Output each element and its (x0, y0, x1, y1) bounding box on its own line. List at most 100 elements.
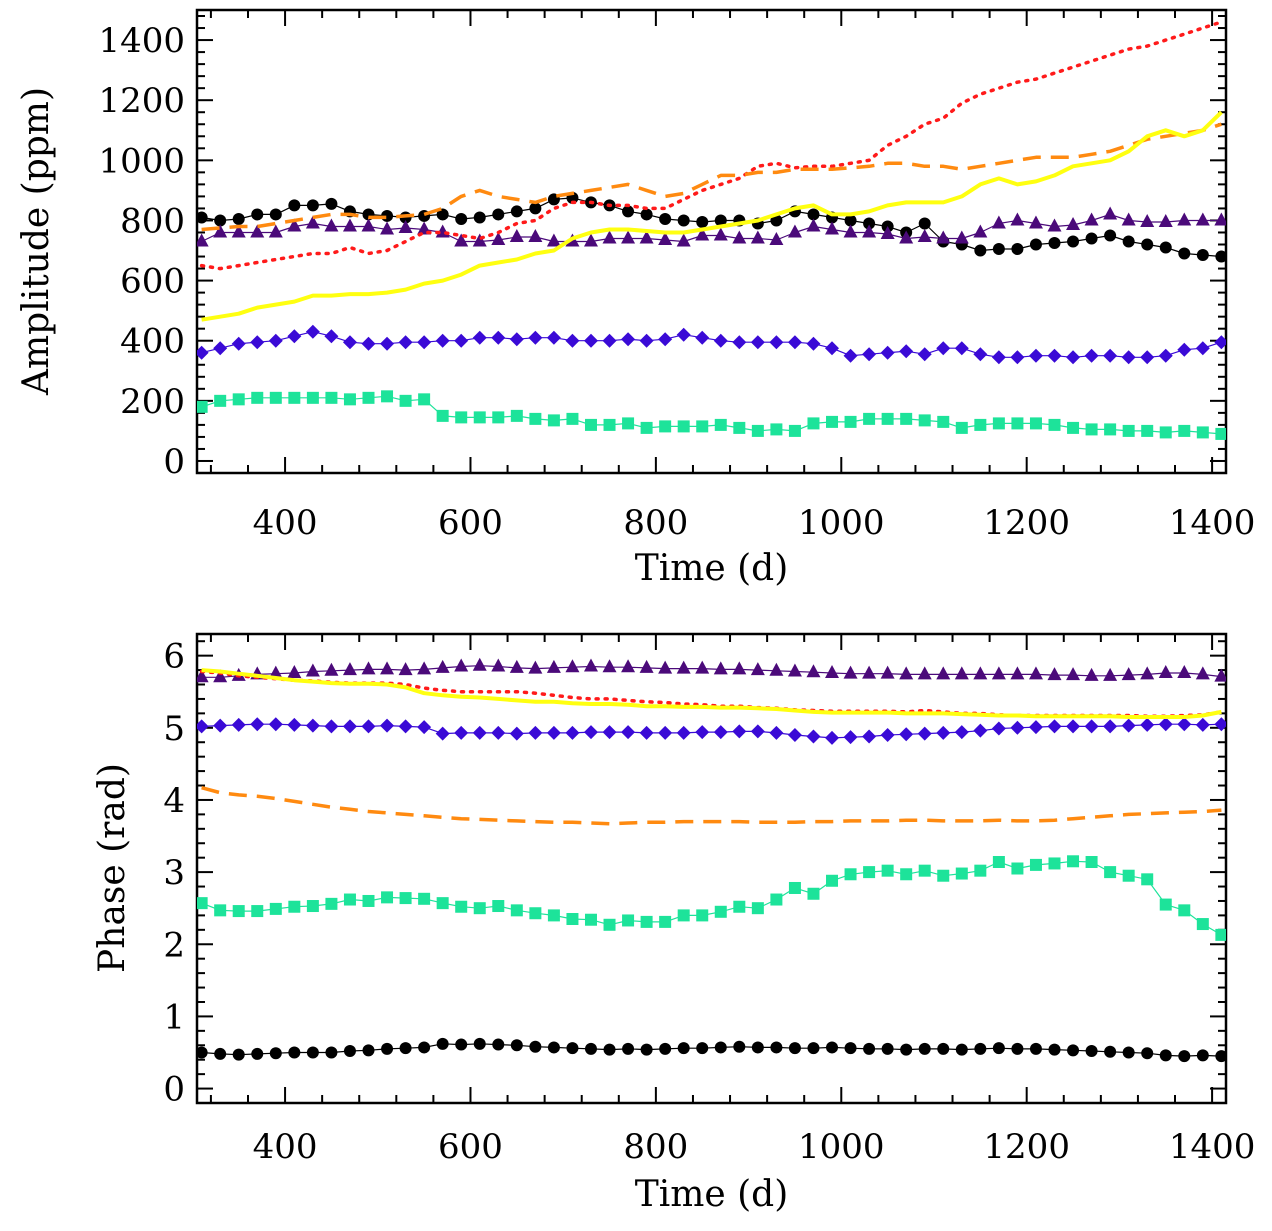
data-point (231, 224, 246, 238)
data-point (584, 418, 597, 431)
data-point (974, 864, 987, 877)
data-point (546, 233, 561, 247)
data-point (622, 914, 635, 927)
data-point (825, 221, 840, 235)
data-point (713, 661, 728, 675)
data-point (528, 228, 543, 242)
data-point (676, 660, 691, 674)
data-point (733, 421, 746, 434)
data-point (713, 227, 728, 241)
data-point (325, 1046, 338, 1059)
data-point (714, 214, 727, 227)
amplitude-panel: 400 600 800 1000 1200 1400 0 200 400 600 800 1000 12… (16, 8, 1255, 589)
data-point (1067, 1044, 1080, 1057)
data-point (361, 719, 376, 734)
data-point (306, 199, 319, 212)
data-point (492, 208, 505, 221)
data-point (269, 391, 282, 404)
data-point (992, 856, 1005, 869)
data-point (1104, 229, 1117, 242)
data-point (1177, 342, 1192, 357)
x-axis-title: Time (d) (635, 548, 789, 589)
x-tick-label: 1200 (983, 1127, 1070, 1167)
data-point (732, 230, 747, 244)
data-point (1214, 212, 1226, 226)
data-point (214, 394, 227, 407)
x-tick-label: 1000 (798, 503, 885, 543)
data-point (733, 1040, 746, 1053)
data-point (713, 333, 728, 348)
data-point (473, 902, 486, 915)
data-point (325, 197, 338, 210)
data-point (491, 330, 506, 345)
data-point (361, 661, 376, 675)
data-point (1048, 237, 1061, 250)
y-tick-label: 1 (163, 997, 185, 1037)
data-point (750, 230, 765, 244)
data-point (787, 224, 802, 238)
data-point (232, 1048, 245, 1061)
data-point (900, 868, 913, 881)
data-point (417, 720, 432, 735)
x-axis-title: Time (d) (635, 1174, 789, 1215)
data-point (269, 208, 282, 221)
data-point (639, 333, 654, 348)
data-point (324, 719, 339, 734)
data-point (380, 718, 395, 733)
data-point (825, 730, 840, 745)
data-point (844, 415, 857, 428)
series-black-circles (197, 1037, 1226, 1063)
data-point (213, 669, 228, 683)
data-point (583, 333, 598, 348)
red-dotted-line (199, 20, 1224, 271)
data-point (305, 663, 320, 677)
data-point (565, 659, 580, 673)
data-point (751, 1041, 764, 1054)
x-tick-label: 1200 (983, 503, 1070, 543)
data-point (324, 662, 339, 676)
series-black-circles (197, 191, 1226, 263)
data-point (973, 347, 988, 362)
data-point (529, 412, 542, 425)
data-point (1214, 717, 1226, 732)
data-point (640, 208, 653, 221)
data-point (417, 335, 432, 350)
data-point (826, 874, 839, 887)
data-point (1048, 418, 1061, 431)
data-point (1047, 218, 1062, 232)
data-point (602, 725, 617, 740)
data-point (492, 1038, 505, 1051)
data-point (973, 224, 988, 238)
data-point (621, 332, 636, 347)
data-point (751, 424, 764, 437)
data-point (918, 217, 931, 230)
data-point (806, 664, 821, 678)
data-point (251, 1047, 264, 1060)
data-point (695, 725, 710, 740)
data-point (863, 217, 876, 230)
data-point (306, 391, 319, 404)
data-point (1029, 417, 1042, 430)
data-point (251, 905, 264, 918)
data-point (1177, 717, 1192, 732)
data-point (454, 725, 469, 740)
data-point (1010, 720, 1025, 735)
data-point (1067, 855, 1080, 868)
x-tick-label: 400 (253, 1127, 318, 1167)
data-point (1121, 667, 1136, 681)
data-point (973, 666, 988, 680)
data-point (991, 350, 1006, 365)
yellow-solid-line (201, 110, 1223, 322)
data-point (1047, 667, 1062, 681)
data-point (1067, 235, 1080, 248)
data-point (473, 211, 486, 224)
data-point (436, 1037, 449, 1050)
data-point (844, 214, 857, 227)
data-point (232, 393, 245, 406)
series-orange-dashed (201, 786, 1222, 826)
data-point (1066, 667, 1081, 681)
x-tick-label: 400 (253, 503, 318, 543)
data-point (788, 424, 801, 437)
y-tick-label: 200 (120, 382, 185, 422)
data-point (936, 666, 951, 680)
